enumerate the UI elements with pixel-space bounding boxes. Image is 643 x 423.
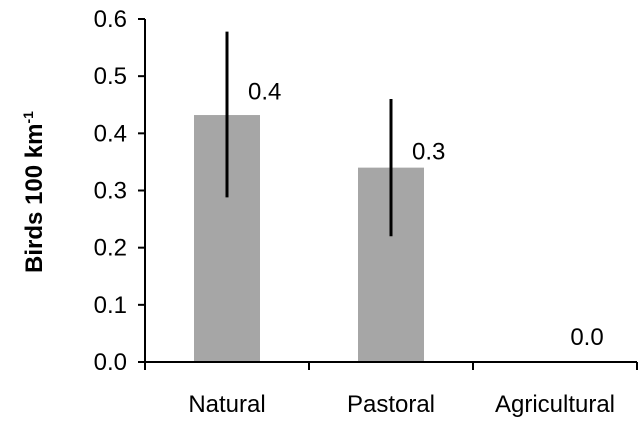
data-label-agricultural: 0.0 xyxy=(570,324,603,351)
y-tick-label: 0.1 xyxy=(94,292,127,319)
data-label-natural: 0.4 xyxy=(248,78,281,105)
data-label-pastoral: 0.3 xyxy=(412,138,445,165)
y-tick-label: 0.3 xyxy=(94,178,127,205)
axes-layer xyxy=(138,18,638,370)
y-axis-label-superscript: -1 xyxy=(20,111,36,124)
y-axis-label: Birds 100 km-1 xyxy=(20,111,48,273)
y-tick-label: 0.4 xyxy=(94,120,127,147)
y-tick-label: 0.2 xyxy=(94,235,127,262)
y-tick-label: 0.5 xyxy=(94,63,127,90)
x-tick-label-agricultural: Agricultural xyxy=(495,391,615,418)
labels-layer: 0.4 Natural 0.3 Pastoral 0.0 Agricultural 0.0 0… xyxy=(94,6,615,418)
y-tick-label: 0.6 xyxy=(94,6,127,33)
x-tick-label-pastoral: Pastoral xyxy=(347,391,435,418)
y-tick-label: 0.0 xyxy=(94,349,127,376)
error-bars-layer xyxy=(225,31,393,237)
x-tick-label-natural: Natural xyxy=(188,391,265,418)
